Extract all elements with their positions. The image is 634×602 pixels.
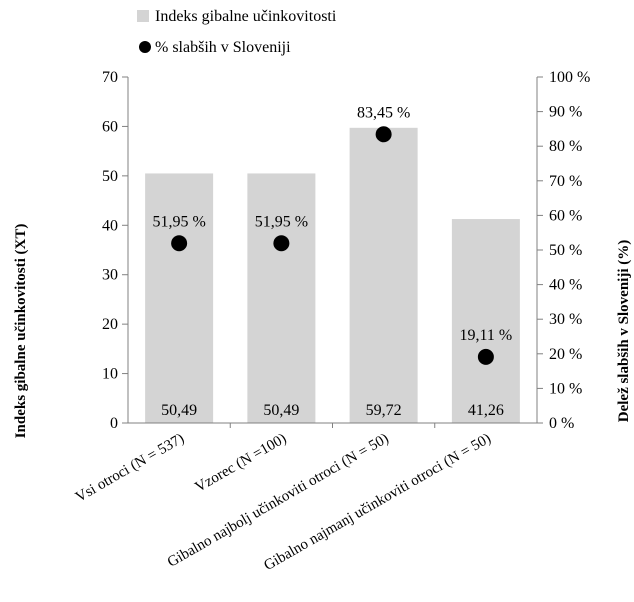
y2-tick-label: 60 %: [549, 207, 582, 224]
percent-marker: [477, 348, 494, 365]
y-tick-label: 50: [102, 168, 118, 185]
y2-tick-label: 20 %: [549, 346, 582, 363]
y-tick-label: 20: [102, 316, 118, 333]
bar-value-label: 59,72: [366, 402, 402, 419]
plot-area: 50,49 50,49 59,72 41,26 0 10 20 30 40 50 60 70 0 % 10…: [73, 69, 590, 574]
y2-tick-label: 40 %: [549, 277, 582, 294]
y-tick-label: 0: [110, 415, 118, 432]
bar-value-label: 41,26: [468, 402, 504, 419]
percent-marker: [171, 235, 188, 252]
y-tick-label: 70: [102, 69, 118, 86]
y2-tick-label: 0 %: [549, 415, 574, 432]
y2-tick-label: 30 %: [549, 311, 582, 328]
bar-value-label: 50,49: [161, 402, 197, 419]
legend-bar-label: Indeks gibalne učinkovitosti: [155, 8, 337, 25]
y2-tick-label: 10 %: [549, 380, 582, 397]
y2-tick-label: 80 %: [549, 138, 582, 155]
bar: [247, 173, 316, 423]
y-tick-label: 30: [102, 267, 118, 284]
y2-tick-label: 70 %: [549, 173, 582, 190]
percent-marker: [375, 126, 392, 143]
bar: [145, 173, 214, 423]
percent-value-label: 51,95 %: [152, 213, 205, 230]
y-axis-title: Indeks gibalne učinkovitosti (XT): [13, 224, 29, 439]
y2-tick-label: 50 %: [549, 242, 582, 259]
legend-marker-label: % slabših v Sloveniji: [155, 39, 291, 56]
percent-marker: [273, 235, 290, 252]
legend-marker-swatch: [139, 41, 151, 53]
y2-axis-title: Delež slabših v Sloveniji (%): [616, 240, 632, 423]
percent-value-label: 51,95 %: [255, 213, 308, 230]
bar: [451, 219, 520, 423]
y-tick-label: 40: [102, 217, 118, 234]
y2-tick-label: 90 %: [549, 104, 582, 121]
percent-value-label: 19,11 %: [460, 327, 513, 344]
y-tick-label: 60: [102, 118, 118, 135]
bar-value-label: 50,49: [263, 402, 299, 419]
legend: Indeks gibalne učinkovitosti % slabših v…: [137, 8, 337, 56]
percent-value-label: 83,45 %: [357, 104, 410, 121]
bar: [349, 127, 418, 424]
x-category-label: Vsi otroci (N = 537): [73, 431, 187, 506]
y2-tick-label: 100 %: [549, 69, 590, 86]
legend-bar-swatch: [137, 10, 149, 22]
x-category-label: Vzorec (N =100): [193, 431, 290, 496]
y-tick-label: 10: [102, 366, 118, 383]
